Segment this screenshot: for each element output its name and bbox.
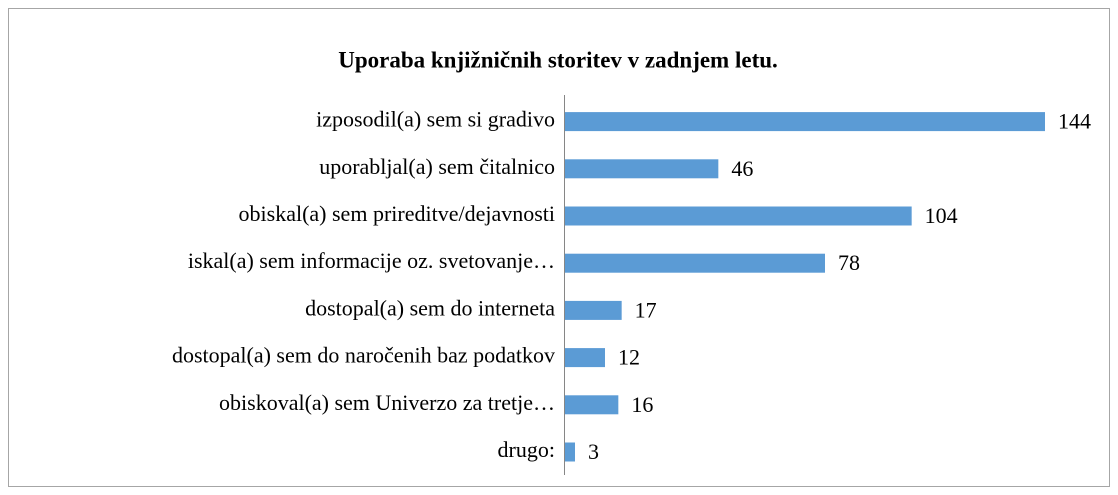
bar: [565, 159, 719, 179]
category-label: uporabljal(a) sem čitalnico: [319, 154, 555, 179]
chart-border: [8, 8, 1110, 487]
category-label: dostopal(a) sem do naročenih baz podatko…: [172, 343, 555, 368]
bar: [565, 206, 912, 226]
bar: [565, 253, 825, 273]
data-label: 3: [588, 439, 599, 464]
category-label: drugo:: [498, 437, 555, 462]
category-label: dostopal(a) sem do interneta: [305, 295, 555, 320]
data-label: 144: [1058, 109, 1091, 134]
data-label: 16: [631, 392, 653, 417]
bar: [565, 112, 1045, 132]
bar: [565, 348, 605, 368]
category-label: iskal(a) sem informacije oz. svetovanje…: [188, 248, 555, 273]
bar: [565, 442, 575, 462]
category-label: obiskal(a) sem prireditve/dejavnosti: [239, 201, 555, 226]
category-label: izposodil(a) sem si gradivo: [316, 107, 555, 132]
data-label: 12: [618, 345, 640, 370]
data-label: 78: [838, 250, 860, 275]
chart-title: Uporaba knjižničnih storitev v zadnjem l…: [338, 47, 778, 72]
bar: [565, 300, 622, 320]
data-label: 46: [731, 156, 753, 181]
category-label: obiskoval(a) sem Univerzo za tretje…: [219, 390, 555, 415]
data-label: 17: [635, 297, 657, 322]
bar: [565, 395, 619, 415]
data-label: 104: [925, 203, 958, 228]
